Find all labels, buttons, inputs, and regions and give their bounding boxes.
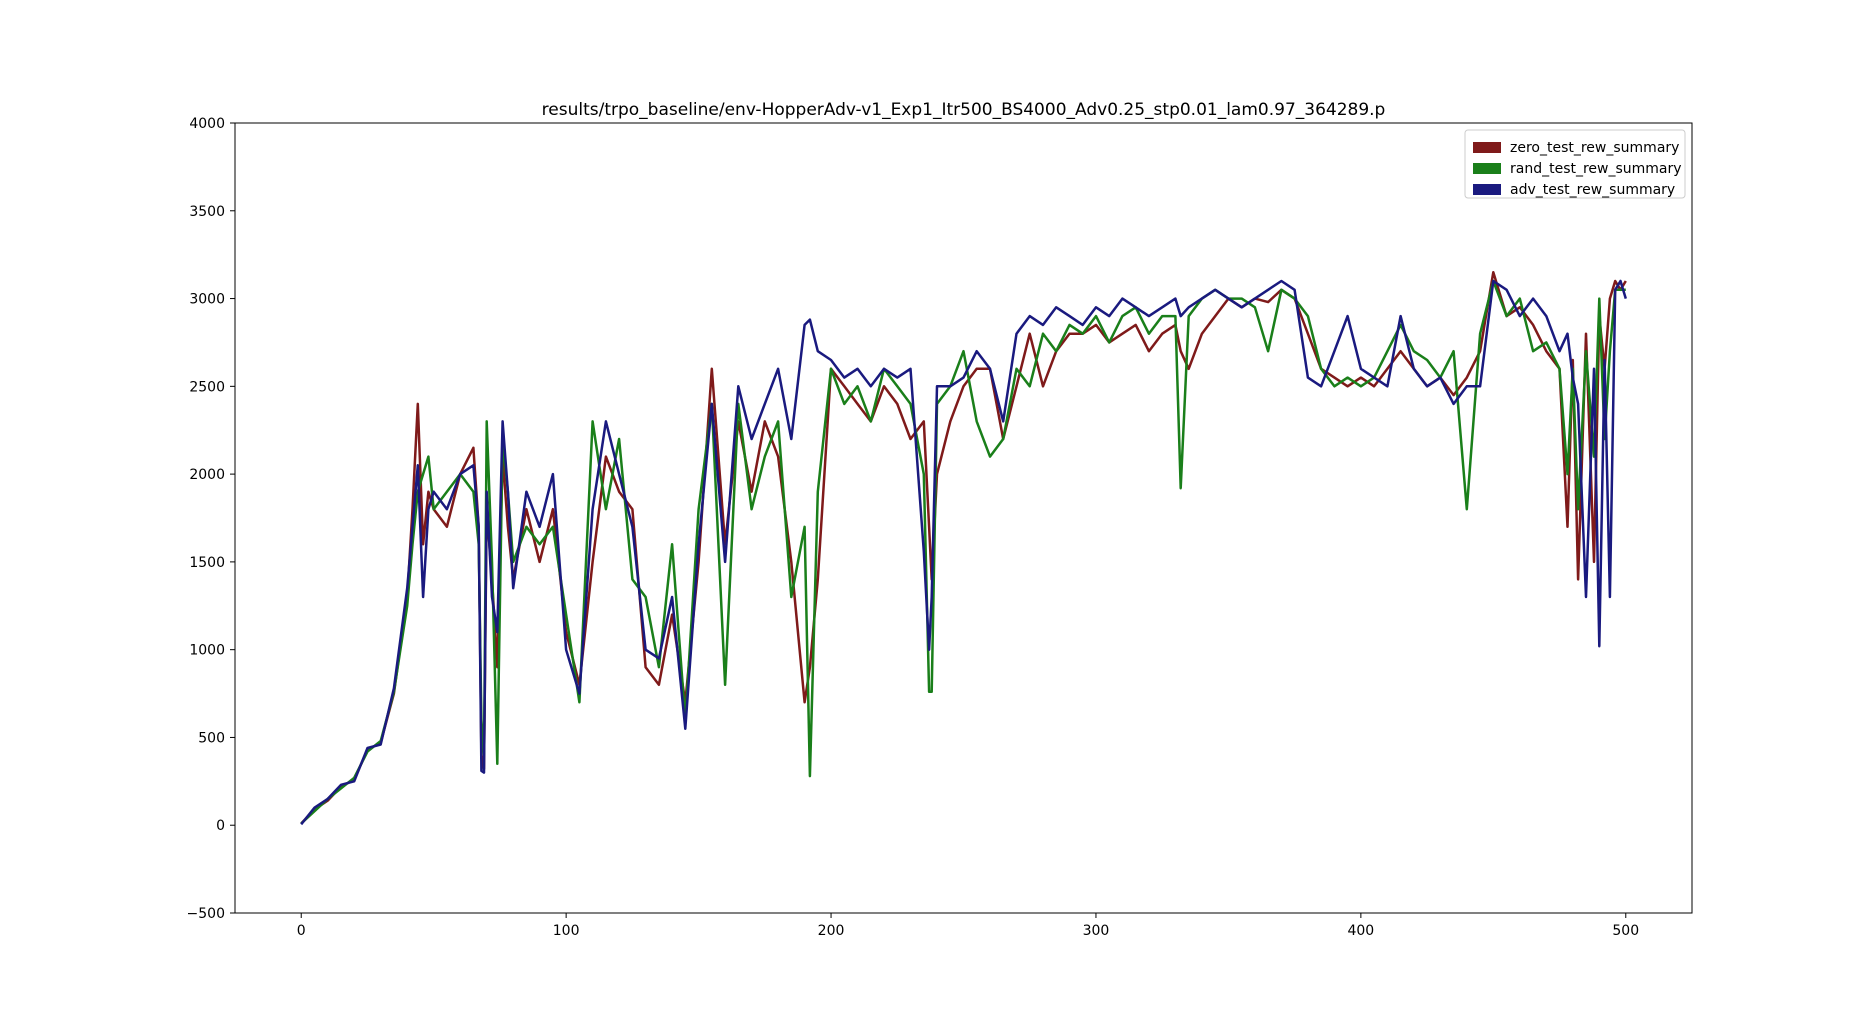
legend-swatch: [1473, 184, 1501, 195]
plot-frame: [234, 122, 1693, 914]
x-axis: 0 100 200 300 400 500: [297, 913, 1639, 939]
x-tick-label: 500: [1612, 923, 1639, 939]
y-tick-label: −500: [187, 906, 225, 922]
legend: zero_test_rew_summary rand_test_rew_summa…: [1464, 129, 1686, 199]
series-layer: [300, 270, 1627, 826]
legend-box: [1464, 129, 1686, 199]
x-tick-label: 300: [1083, 923, 1110, 939]
x-tick-label: 100: [553, 923, 580, 939]
legend-label: rand_test_rew_summary: [1510, 161, 1682, 177]
y-tick-label: 1500: [189, 555, 225, 571]
y-tick-label: 3500: [189, 204, 225, 220]
x-tick-label: 400: [1347, 923, 1374, 939]
legend-label: adv_test_rew_summary: [1510, 182, 1675, 198]
x-tick-label: 200: [818, 923, 845, 939]
series-line-adv_test_rew_summary: [300, 279, 1627, 826]
y-tick-label: 2000: [189, 467, 225, 483]
y-tick-label: 500: [198, 730, 225, 746]
y-axis: −500 0 500 1000 1500 2000 2500 3000 3500 4000: [187, 116, 235, 922]
y-tick-label: 2500: [189, 379, 225, 395]
legend-swatch: [1473, 142, 1501, 153]
legend-swatch: [1473, 163, 1501, 174]
y-tick-label: 3000: [189, 292, 225, 308]
legend-label: zero_test_rew_summary: [1510, 140, 1679, 156]
y-tick-label: 4000: [189, 116, 225, 132]
chart-title: results/trpo_baseline/env-HopperAdv-v1_E…: [542, 100, 1386, 120]
x-tick-label: 0: [297, 923, 306, 939]
y-tick-label: 0: [216, 818, 225, 834]
y-tick-label: 1000: [189, 643, 225, 659]
series-line-rand_test_rew_summary: [300, 279, 1626, 825]
